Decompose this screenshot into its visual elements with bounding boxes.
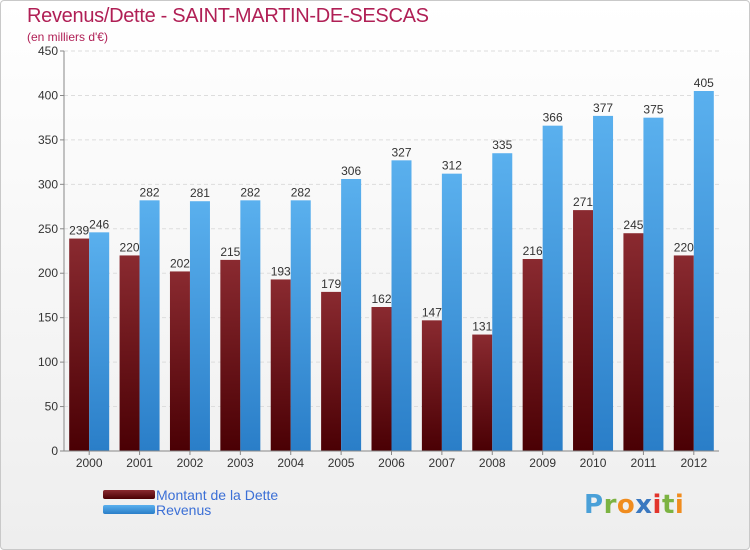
x-tick-label: 2003 [227, 456, 254, 470]
data-label-dette: 215 [220, 245, 240, 259]
x-tick-label: 2012 [680, 456, 707, 470]
bar-revenus [643, 117, 664, 452]
data-label-revenus: 375 [643, 103, 663, 117]
legend-label-dette: Montant de la Dette [156, 487, 279, 503]
bar-revenus [441, 173, 462, 451]
bar-dette [573, 210, 594, 451]
y-tick-label: 250 [38, 222, 58, 236]
y-tick-label: 100 [38, 355, 58, 369]
y-tick-label: 50 [45, 400, 59, 414]
bar-revenus [189, 201, 210, 451]
data-label-dette: 147 [422, 305, 442, 319]
bar-dette [169, 271, 190, 451]
bar-dette [220, 259, 241, 451]
logo-letter: i [652, 490, 662, 520]
bar-revenus [542, 125, 563, 452]
data-label-revenus: 405 [694, 76, 714, 90]
y-tick-label: 350 [38, 133, 58, 147]
legend-swatch-revenus [103, 505, 155, 514]
data-label-dette: 271 [573, 195, 593, 209]
data-label-revenus: 282 [240, 185, 260, 199]
x-tick-label: 2008 [479, 456, 506, 470]
bar-dette [421, 320, 442, 451]
x-tick-label: 2011 [631, 456, 657, 470]
data-label-dette: 216 [523, 244, 543, 258]
legend-label-revenus: Revenus [156, 502, 212, 518]
bar-revenus [89, 232, 110, 451]
data-label-dette: 131 [472, 320, 492, 334]
bar-revenus [290, 200, 311, 451]
x-tick-label: 2007 [429, 456, 456, 470]
chart-subtitle: (en milliers d'€) [27, 30, 108, 44]
bar-revenus [139, 200, 160, 451]
bar-dette [472, 334, 493, 451]
data-label-dette: 202 [170, 256, 190, 270]
bar-dette [270, 279, 291, 451]
bar-revenus [341, 179, 362, 451]
data-label-dette: 220 [674, 240, 694, 254]
data-label-dette: 220 [120, 240, 140, 254]
data-label-dette: 193 [271, 264, 291, 278]
y-tick-label: 0 [51, 444, 58, 458]
bar-dette [673, 255, 694, 451]
bar-revenus [492, 153, 513, 451]
data-label-revenus: 312 [442, 159, 462, 173]
x-tick-label: 2009 [529, 456, 556, 470]
bar-dette [119, 255, 140, 451]
proxiti-logo: Proxiti [584, 490, 684, 520]
legend-swatch-dette [103, 490, 155, 499]
x-tick-label: 2001 [126, 456, 153, 470]
x-tick-label: 2010 [580, 456, 607, 470]
data-label-revenus: 366 [543, 111, 563, 125]
y-tick-label: 450 [38, 44, 58, 58]
logo-letter: i [674, 490, 685, 520]
data-label-dette: 239 [69, 224, 89, 238]
data-label-revenus: 327 [391, 145, 411, 159]
bar-revenus [593, 115, 614, 451]
bar-revenus [240, 200, 261, 451]
data-label-dette: 245 [623, 218, 643, 232]
data-label-revenus: 306 [341, 164, 361, 178]
data-label-revenus: 335 [492, 138, 512, 152]
x-tick-label: 2006 [378, 456, 405, 470]
data-label-revenus: 377 [593, 101, 613, 115]
x-tick-label: 2002 [177, 456, 204, 470]
y-tick-label: 200 [38, 266, 58, 280]
bar-dette [371, 307, 392, 451]
logo-letter: r [603, 490, 617, 520]
bar-dette [623, 233, 644, 451]
x-tick-label: 2005 [328, 456, 355, 470]
bar-dette [321, 291, 342, 451]
bar-dette [69, 238, 90, 451]
data-label-revenus: 281 [190, 186, 210, 200]
data-label-dette: 179 [321, 277, 341, 291]
logo-letter: o [616, 490, 636, 520]
data-label-dette: 162 [371, 292, 391, 306]
y-tick-label: 400 [38, 88, 58, 102]
bar-revenus [391, 160, 412, 452]
logo-letter: P [584, 490, 604, 520]
x-tick-label: 2004 [277, 456, 304, 470]
chart-title: Revenus/Dette - SAINT-MARTIN-DE-SESCAS [27, 5, 429, 27]
bar-dette [522, 259, 543, 451]
y-tick-label: 150 [38, 311, 58, 325]
data-label-revenus: 282 [140, 185, 160, 199]
logo-letter: t [661, 490, 675, 520]
bar-revenus [693, 91, 714, 451]
data-label-revenus: 282 [291, 185, 311, 199]
y-tick-label: 300 [38, 177, 58, 191]
x-tick-label: 2000 [76, 456, 103, 470]
logo-letter: x [635, 490, 653, 520]
data-label-revenus: 246 [89, 217, 109, 231]
